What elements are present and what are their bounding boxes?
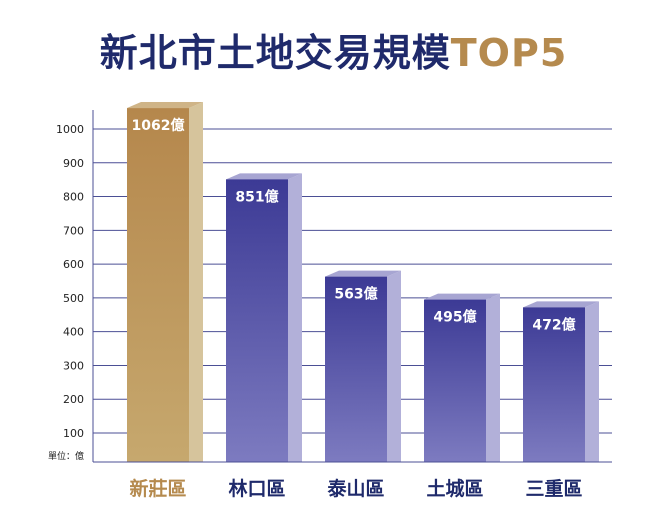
x-tick-label: 土城區 <box>426 477 483 500</box>
bar <box>523 307 585 462</box>
y-tick-label: 500 <box>63 292 84 305</box>
y-tick-label: 600 <box>63 258 84 271</box>
x-tick-label: 三重區 <box>525 478 582 500</box>
bar-value-label: 563億 <box>334 286 377 303</box>
bar-top <box>424 293 500 300</box>
bar <box>424 299 486 462</box>
x-tick-label: 泰山區 <box>326 477 384 500</box>
x-tick-label: 新莊區 <box>129 477 186 500</box>
bar-value-label: 495億 <box>433 309 476 326</box>
x-tick-label: 林口區 <box>228 477 285 500</box>
y-tick-label: 300 <box>63 359 84 372</box>
unit-label: 單位：億 <box>48 450 84 462</box>
bar-top <box>523 301 599 308</box>
bar <box>226 179 288 462</box>
bar-side <box>387 270 401 462</box>
chart-title-accent: TOP5 <box>450 31 568 75</box>
bar-top <box>325 270 401 277</box>
bar-top <box>226 173 302 180</box>
y-tick-label: 1000 <box>56 123 84 136</box>
bar <box>127 108 189 463</box>
y-tick-label: 100 <box>63 427 84 440</box>
y-tick-label: 400 <box>63 326 84 339</box>
bar-side <box>585 301 599 462</box>
chart-title-main: 新北市土地交易規模 <box>99 31 451 75</box>
y-tick-label: 200 <box>63 393 84 406</box>
bar-value-label: 851億 <box>235 188 278 205</box>
bar <box>325 276 387 462</box>
y-tick-label: 700 <box>63 224 84 237</box>
bar-top <box>127 102 203 109</box>
bar-value-label: 1062億 <box>132 117 185 134</box>
chart-title: 新北市土地交易規模TOP5 <box>0 30 667 76</box>
bar-side <box>288 173 302 462</box>
y-tick-label: 800 <box>63 191 84 204</box>
bar-value-label: 472億 <box>532 316 575 333</box>
y-tick-label: 900 <box>63 157 84 170</box>
bar-side <box>189 102 203 463</box>
bar-side <box>486 293 500 462</box>
